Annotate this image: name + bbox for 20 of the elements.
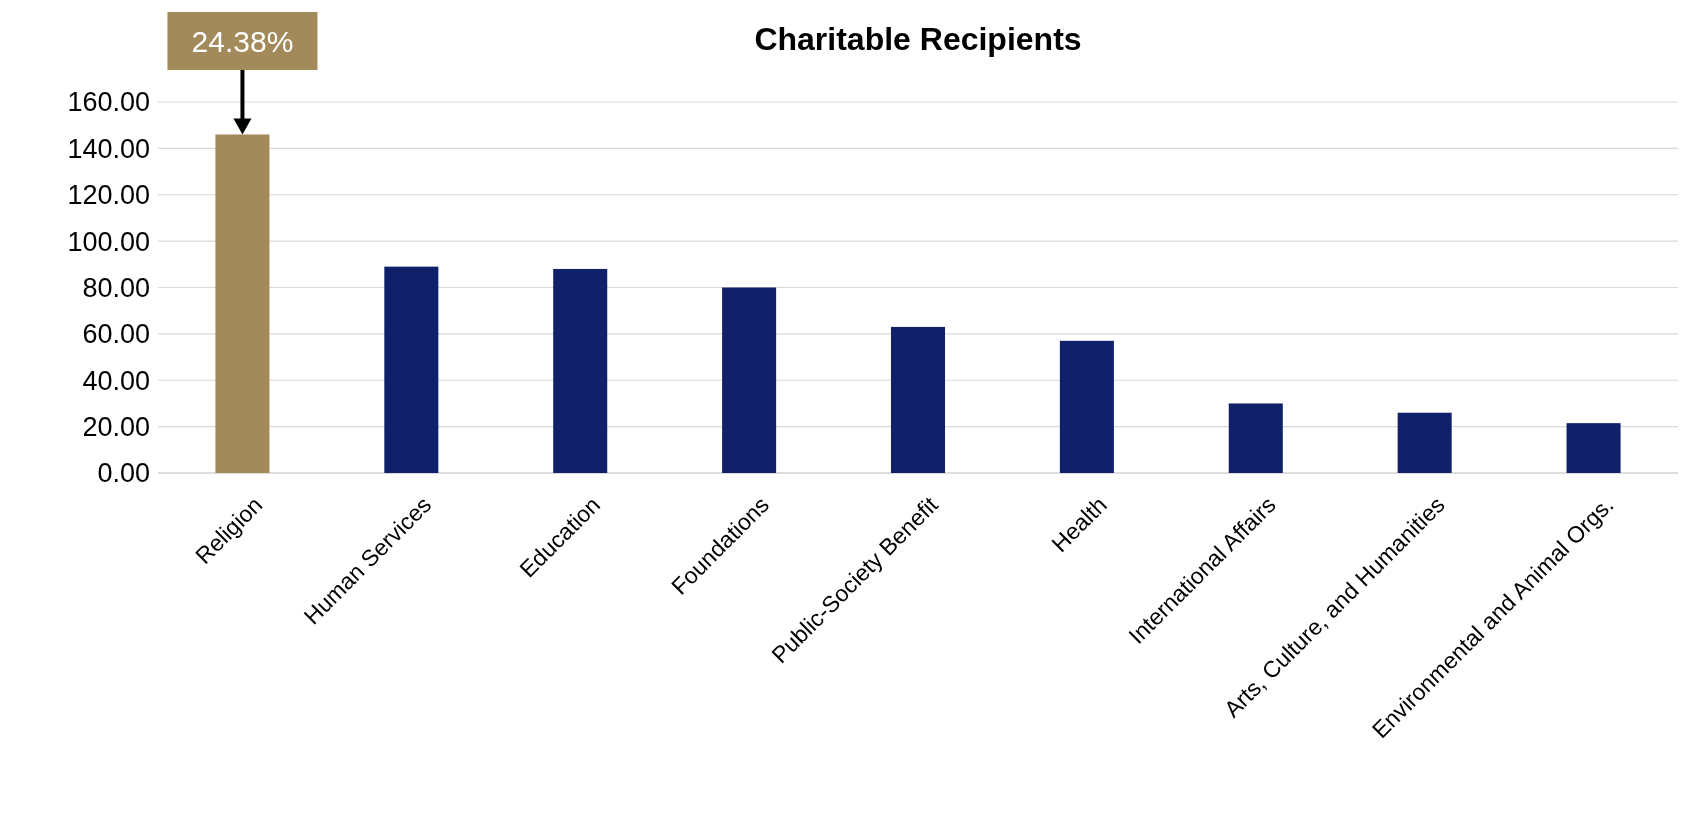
y-tick-label: 100.00 [67,226,150,257]
y-tick-label: 160.00 [67,87,150,118]
annotation: 24.38% [191,24,294,58]
bar [722,287,777,473]
y-tick-label: 0.00 [97,458,150,489]
y-tick-label: 40.00 [82,365,150,396]
bar [215,134,270,473]
bar [890,326,946,473]
bar [1566,423,1621,473]
chart-title: Charitable Recipients [754,21,1082,57]
y-tick-label: 60.00 [82,319,150,350]
bar [384,266,439,473]
bar [553,268,608,473]
y-tick-label: 120.00 [67,180,150,211]
bar [1059,340,1114,473]
bar [1228,403,1283,473]
y-tick-label: 140.00 [67,133,150,164]
y-tick-label: 20.00 [82,412,150,443]
bar [1397,412,1452,473]
y-tick-label: 80.00 [82,272,150,303]
